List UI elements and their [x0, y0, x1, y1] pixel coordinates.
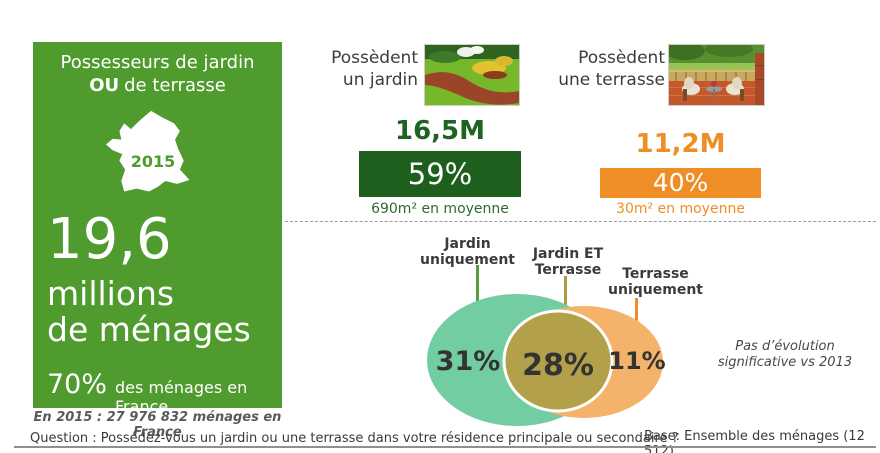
connector-both	[564, 276, 567, 321]
garden-bar: 59%	[359, 151, 521, 197]
evolution-note: Pas d’évolution significative vs 2013	[717, 339, 853, 370]
garden-owners-label: Possèdent un jardin	[331, 48, 418, 90]
garden-households-value: 16,5M	[394, 116, 486, 146]
venn-label-terrace-only: Terrasse uniquement	[608, 266, 703, 298]
venn-pct-both: 28%	[522, 348, 594, 383]
terrace-photo	[665, 41, 765, 106]
france-map-shape	[105, 110, 190, 192]
panel-title-line2: OU de terrasse	[89, 75, 226, 96]
connector-garden-only	[476, 265, 479, 305]
garden-bar-label: 59%	[407, 157, 473, 191]
terrace-bar-label: 40%	[652, 168, 709, 197]
dashed-separator	[285, 221, 876, 222]
venn-overlap	[502, 309, 614, 413]
terrace-owners-label: Possèdent une terrasse	[558, 48, 665, 90]
total-share-value: 70%	[47, 369, 108, 400]
terrace-households-value: 11,2M	[635, 129, 726, 159]
total-share-label: des ménages en France	[115, 378, 248, 416]
venn-pct-garden-only: 31%	[435, 346, 501, 377]
terrace-photo-art	[665, 41, 764, 105]
map-year-label: 2015	[130, 152, 176, 171]
garden-photo	[424, 44, 520, 106]
terrace-bar: 40%	[600, 168, 761, 198]
survey-question: Question : Possédez-vous un jardin ou un…	[30, 431, 679, 446]
panel-footnote: En 2015 : 27 976 832 ménages en France	[33, 410, 282, 440]
venn-label-both: Jardin ET Terrasse	[532, 246, 604, 278]
france-map-icon: 2015	[105, 108, 201, 204]
garden-average-area: 690m² en moyenne	[371, 201, 509, 217]
bottom-divider	[14, 446, 876, 448]
venn-diagram	[427, 294, 663, 426]
survey-base: Base: Ensemble des ménages (12 512)	[644, 429, 865, 453]
total-households-line3: de ménages	[47, 310, 251, 349]
garden-photo-art	[425, 45, 519, 105]
connector-terrace-only	[635, 298, 638, 331]
panel-title-line1: Possesseurs de jardin	[60, 52, 255, 73]
panel-title: Possesseurs de jardin OU de terrasse	[33, 51, 282, 97]
total-share-line: 70% des ménages en France	[47, 369, 282, 416]
summary-panel: Possesseurs de jardin OU de terrasse 2015…	[33, 42, 282, 416]
terrace-average-area: 30m² en moyenne	[616, 201, 745, 217]
total-households-line2: millions	[47, 274, 175, 313]
venn-pct-terrace-only: 11%	[608, 347, 666, 375]
venn-label-garden-only: Jardin uniquement	[420, 236, 515, 268]
total-households-number: 19,6	[47, 207, 172, 272]
